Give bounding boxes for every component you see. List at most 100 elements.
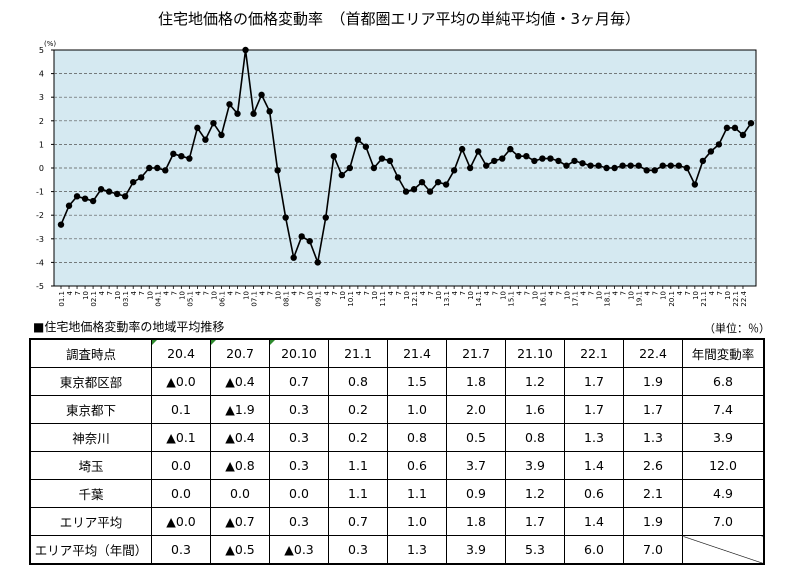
data-point	[731, 124, 739, 132]
row-label: 埼玉	[29, 451, 152, 480]
x-tick-label: 10	[435, 291, 443, 300]
data-point	[113, 190, 121, 198]
data-point	[683, 164, 691, 172]
table-cell: 0.3	[328, 535, 388, 565]
x-tick-label: 7	[202, 291, 210, 295]
table-cell: ▲0.0	[151, 507, 211, 536]
table-cell: 0.1	[151, 395, 211, 424]
series-price-change	[57, 46, 755, 266]
x-tick-label: 7	[235, 291, 243, 295]
table-cell: 0.7	[328, 507, 388, 536]
data-point	[475, 148, 482, 155]
data-point	[667, 162, 674, 169]
header-cell: 年間変動率	[682, 338, 765, 368]
data-point	[162, 167, 169, 174]
data-point	[434, 178, 442, 186]
y-tick-label: 1	[39, 140, 44, 149]
y-tick-label: 2	[39, 117, 44, 126]
x-tick-label: 7	[138, 291, 146, 295]
table-cell: 1.5	[387, 367, 447, 396]
x-tick-label: 19.1	[636, 291, 644, 307]
table-cell: 1.1	[387, 479, 447, 508]
data-point	[531, 157, 538, 165]
y-tick-label: -4	[36, 258, 44, 267]
x-tick-label: 7	[523, 291, 531, 295]
table-cell: 3.9	[505, 451, 565, 480]
data-point	[723, 124, 731, 132]
data-point	[635, 162, 642, 169]
data-point	[386, 157, 394, 165]
x-tick-label: 4	[515, 290, 523, 295]
data-point	[394, 174, 402, 181]
data-point	[290, 254, 297, 261]
table-cell: 0.3	[269, 451, 329, 480]
data-point	[138, 174, 145, 181]
data-point	[491, 157, 498, 165]
x-tick-label: 10	[146, 291, 154, 300]
header-cell: 21.4	[387, 338, 447, 368]
data-point	[619, 162, 626, 169]
data-point	[466, 164, 474, 172]
table-unit: （単位：％）	[704, 322, 770, 335]
table-cell: 2.1	[623, 479, 683, 508]
data-point	[426, 188, 434, 195]
table-cell: 1.4	[564, 507, 624, 536]
data-point	[499, 155, 506, 162]
table-cell: 1.8	[446, 367, 506, 396]
data-point	[130, 178, 137, 186]
data-point	[186, 155, 193, 162]
table-row: 神奈川 ▲0.1 ▲0.4 0.3 0.2 0.8 0.5 0.8 1.3 1.3 3.9	[29, 423, 765, 452]
table-cell: 0.5	[446, 423, 506, 452]
x-tick-label: 11.1	[379, 291, 387, 307]
x-tick-label: 7	[395, 291, 403, 295]
row-label: 東京都区部	[29, 367, 152, 396]
data-point	[97, 186, 105, 193]
data-point	[170, 150, 177, 158]
x-tick-label: 4	[355, 290, 363, 295]
x-tick-label: 13.1	[443, 291, 451, 307]
header-cell: 20.7	[210, 338, 270, 368]
y-tick-label: -5	[36, 282, 44, 291]
y-tick-label: 5	[39, 46, 44, 55]
x-tick-label: 14.1	[475, 291, 483, 307]
table-cell: ▲0.3	[269, 535, 329, 565]
header-cell: 20.4	[151, 338, 211, 368]
data-point	[643, 167, 650, 174]
x-tick-labels: 01.1 4 7 10 02.1 4 7 10 03.1 4 7 10 04.1 4 7 10 05.1 4 7 10…	[58, 290, 748, 306]
data-point	[442, 181, 450, 188]
table-cell: 1.7	[564, 367, 624, 396]
x-tick-label: 7	[267, 291, 275, 295]
data-point	[515, 153, 522, 160]
y-tick-label: 3	[39, 93, 44, 102]
data-point	[314, 259, 321, 266]
x-tick-label: 4	[98, 290, 106, 295]
table-cell: 7.0	[623, 535, 683, 565]
table-cell: 6.8	[682, 367, 765, 396]
data-point	[202, 136, 209, 143]
table-cell: 1.3	[564, 423, 624, 452]
x-tick-label: 4	[194, 290, 202, 295]
x-tick-label: 10	[307, 291, 315, 300]
data-point	[739, 131, 747, 139]
data-point	[194, 124, 201, 132]
x-tick-label: 10	[531, 291, 539, 300]
table-cell: 1.7	[564, 395, 624, 424]
x-tick-label: 06.1	[218, 291, 226, 307]
table-cell: ▲0.0	[151, 367, 211, 396]
x-tick-label: 4	[708, 290, 716, 295]
x-tick-label: 10	[724, 291, 732, 300]
table-row: 埼玉 0.0 ▲0.8 0.3 1.1 0.6 3.7 3.9 1.4 2.6 12.0	[29, 451, 765, 480]
data-point	[89, 197, 97, 205]
y-axis-unit-label: (%)	[44, 40, 56, 48]
table-cell: ▲1.9	[210, 395, 270, 424]
table-cell: 0.2	[328, 423, 388, 452]
table-cell: 0.7	[269, 367, 329, 396]
table-cell: 12.0	[682, 451, 765, 480]
table-cell: 0.2	[328, 395, 388, 424]
data-point	[330, 153, 337, 160]
x-tick-label: 4	[580, 290, 588, 295]
x-tick-label: 4	[676, 290, 684, 295]
data-point	[611, 164, 618, 172]
data-point	[675, 162, 682, 169]
data-point	[410, 186, 418, 193]
